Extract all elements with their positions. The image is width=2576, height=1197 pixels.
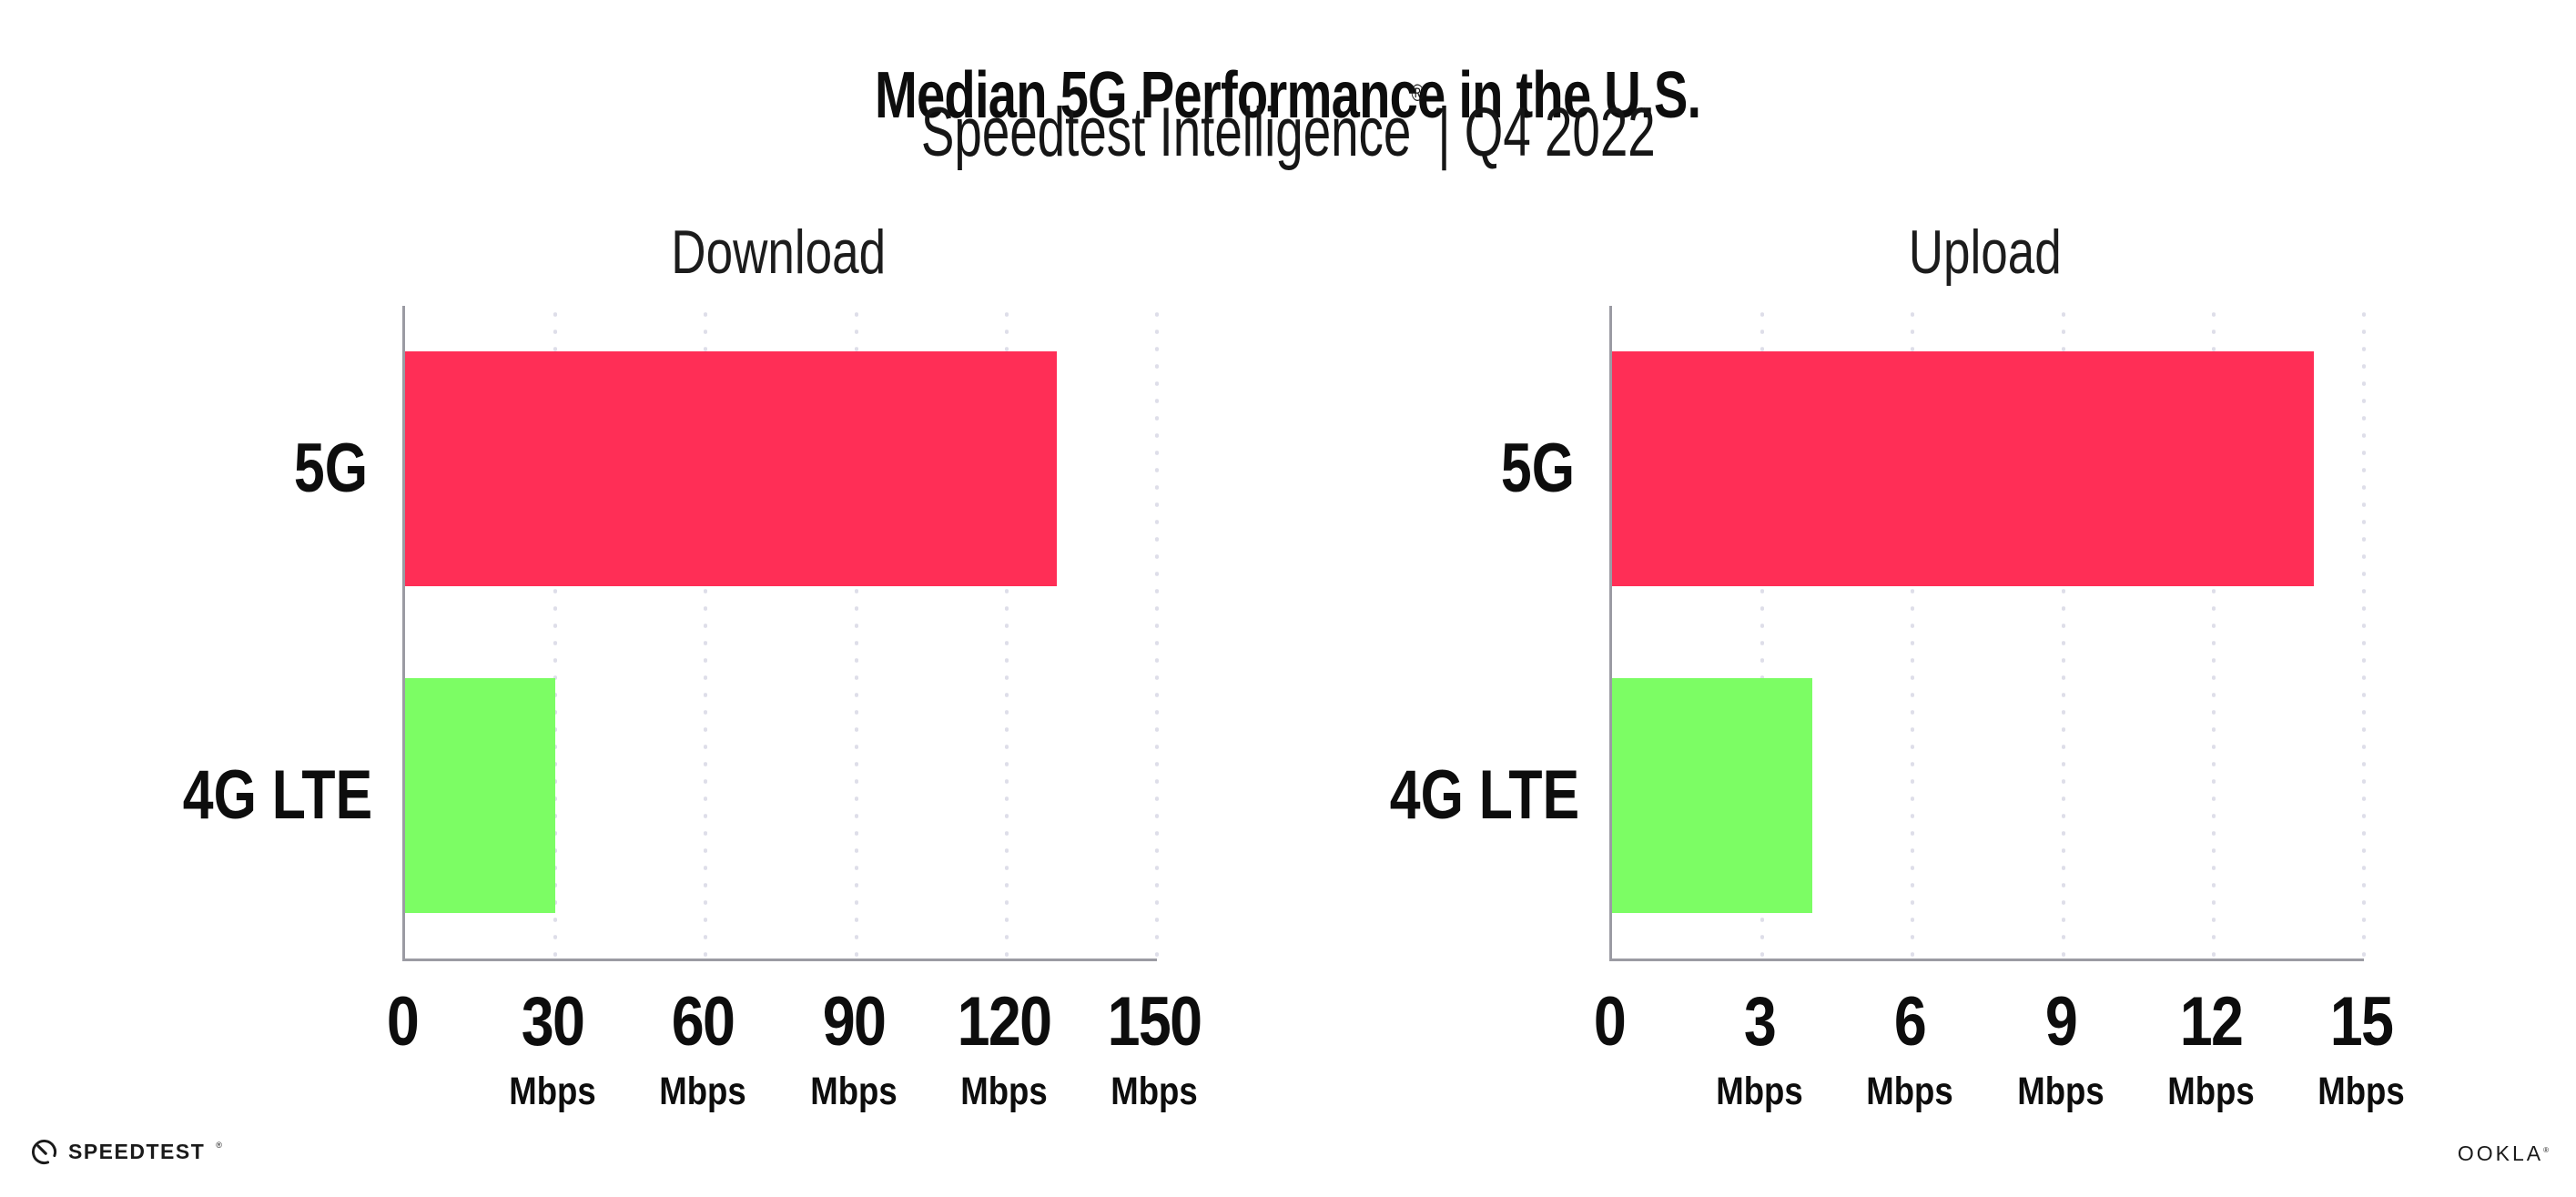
- x-tick-unit: Mbps: [960, 1070, 1048, 1113]
- x-tick: 0: [1593, 983, 1627, 1060]
- x-tick-value: 90: [822, 983, 886, 1060]
- x-tick: 90 Mbps: [809, 983, 898, 1113]
- x-tick: 12 Mbps: [2167, 983, 2255, 1113]
- x-tick-unit: Mbps: [1716, 1070, 1803, 1113]
- speedtest-logo: SPEEDTEST ®: [30, 1138, 222, 1166]
- speedtest-registered-mark: ®: [216, 1140, 222, 1150]
- bar-4g-lte: [1612, 677, 1813, 913]
- registered-trademark-mark: ®: [1411, 78, 1424, 107]
- y-category-label-5g: 5G: [293, 430, 368, 508]
- gridline: [1911, 306, 1915, 964]
- x-tick: 120 Mbps: [957, 983, 1051, 1113]
- x-tick-unit: Mbps: [659, 1070, 747, 1113]
- ookla-registered-mark: ®: [2543, 1146, 2549, 1154]
- ookla-logo: OOKLA®: [2458, 1143, 2549, 1164]
- x-tick-value: 12: [2179, 983, 2244, 1060]
- x-tick-unit: Mbps: [2317, 1070, 2405, 1113]
- gridline: [1760, 306, 1765, 964]
- speedtest-wordmark: SPEEDTEST: [68, 1140, 206, 1163]
- download-chart: Download 0 30 Mbps 60 Mbps 90 Mbps 120 Mbps 150 Mb…: [137, 218, 1347, 1174]
- gridline: [1004, 306, 1009, 964]
- x-tick-value: 6: [1894, 983, 1927, 1060]
- gridline: [2061, 306, 2065, 964]
- x-tick: 0: [386, 983, 420, 1060]
- x-tick: 150 Mbps: [1107, 983, 1202, 1113]
- x-tick-unit: Mbps: [809, 1070, 898, 1113]
- x-tick-unit: Mbps: [2016, 1070, 2104, 1113]
- x-tick-value: 15: [2329, 983, 2394, 1060]
- gridline: [553, 306, 558, 964]
- x-tick-unit: Mbps: [2167, 1070, 2255, 1113]
- bar-5g: [1612, 351, 2314, 587]
- x-tick-value: 9: [2044, 983, 2077, 1060]
- x-tick: 3 Mbps: [1716, 983, 1803, 1113]
- bar-5g: [405, 351, 1057, 587]
- x-tick: 15 Mbps: [2317, 983, 2405, 1113]
- x-tick-value: 60: [672, 983, 735, 1060]
- x-tick-value: 30: [521, 983, 585, 1060]
- page-title-text: Median 5G Performance in the U.S.: [875, 59, 1701, 133]
- x-tick: 6 Mbps: [1866, 983, 1954, 1113]
- x-tick: 30 Mbps: [509, 983, 596, 1113]
- x-tick-unit: Mbps: [1111, 1070, 1198, 1113]
- x-tick-value: 120: [957, 983, 1051, 1060]
- gridline: [854, 306, 858, 964]
- gridline: [704, 306, 708, 964]
- ookla-wordmark: OOKLA: [2457, 1141, 2544, 1165]
- x-tick-unit: Mbps: [1866, 1070, 1954, 1113]
- page-subtitle: Speedtest Intelligence® | Q4 2022: [0, 79, 2576, 172]
- x-axis: 0 30 Mbps 60 Mbps 90 Mbps 120 Mbps 150 Mbps: [387, 983, 1202, 1161]
- subtitle-quarter: | Q4 2022: [1423, 94, 1656, 171]
- page-title: Median 5G Performance in the U.S.: [0, 58, 2576, 134]
- plot-area: [402, 306, 1159, 964]
- y-category-label-4g-lte: 4G LTE: [182, 756, 373, 834]
- gridline: [2211, 306, 2216, 964]
- chart-title-row: Upload: [1609, 218, 2361, 287]
- x-tick-unit: Mbps: [509, 1070, 596, 1113]
- x-tick-value: 3: [1744, 983, 1777, 1060]
- x-tick-value: 0: [1593, 983, 1627, 1060]
- speedometer-gauge-icon: [30, 1138, 58, 1166]
- upload-chart: Upload 0 3 Mbps 6 Mbps 9 Mbps 12 Mbps 15 Mbps 5G 4G…: [1344, 218, 2554, 1174]
- y-category-label-4g-lte: 4G LTE: [1389, 756, 1580, 834]
- x-tick: 60 Mbps: [659, 983, 747, 1113]
- plot-area: [1609, 306, 2366, 964]
- y-category-label-5g: 5G: [1500, 430, 1575, 508]
- x-tick: 9 Mbps: [2016, 983, 2104, 1113]
- subtitle-brand: Speedtest Intelligence: [920, 94, 1412, 171]
- gridline: [1155, 306, 1159, 964]
- chart-title: Upload: [1908, 218, 2063, 287]
- x-axis: 0 3 Mbps 6 Mbps 9 Mbps 12 Mbps 15 Mbps: [1594, 983, 2405, 1161]
- x-tick-value: 150: [1107, 983, 1202, 1060]
- x-tick-value: 0: [386, 983, 420, 1060]
- chart-title-row: Download: [402, 218, 1154, 287]
- gridline: [2362, 306, 2366, 964]
- chart-title: Download: [671, 218, 886, 287]
- bar-4g-lte: [405, 677, 556, 913]
